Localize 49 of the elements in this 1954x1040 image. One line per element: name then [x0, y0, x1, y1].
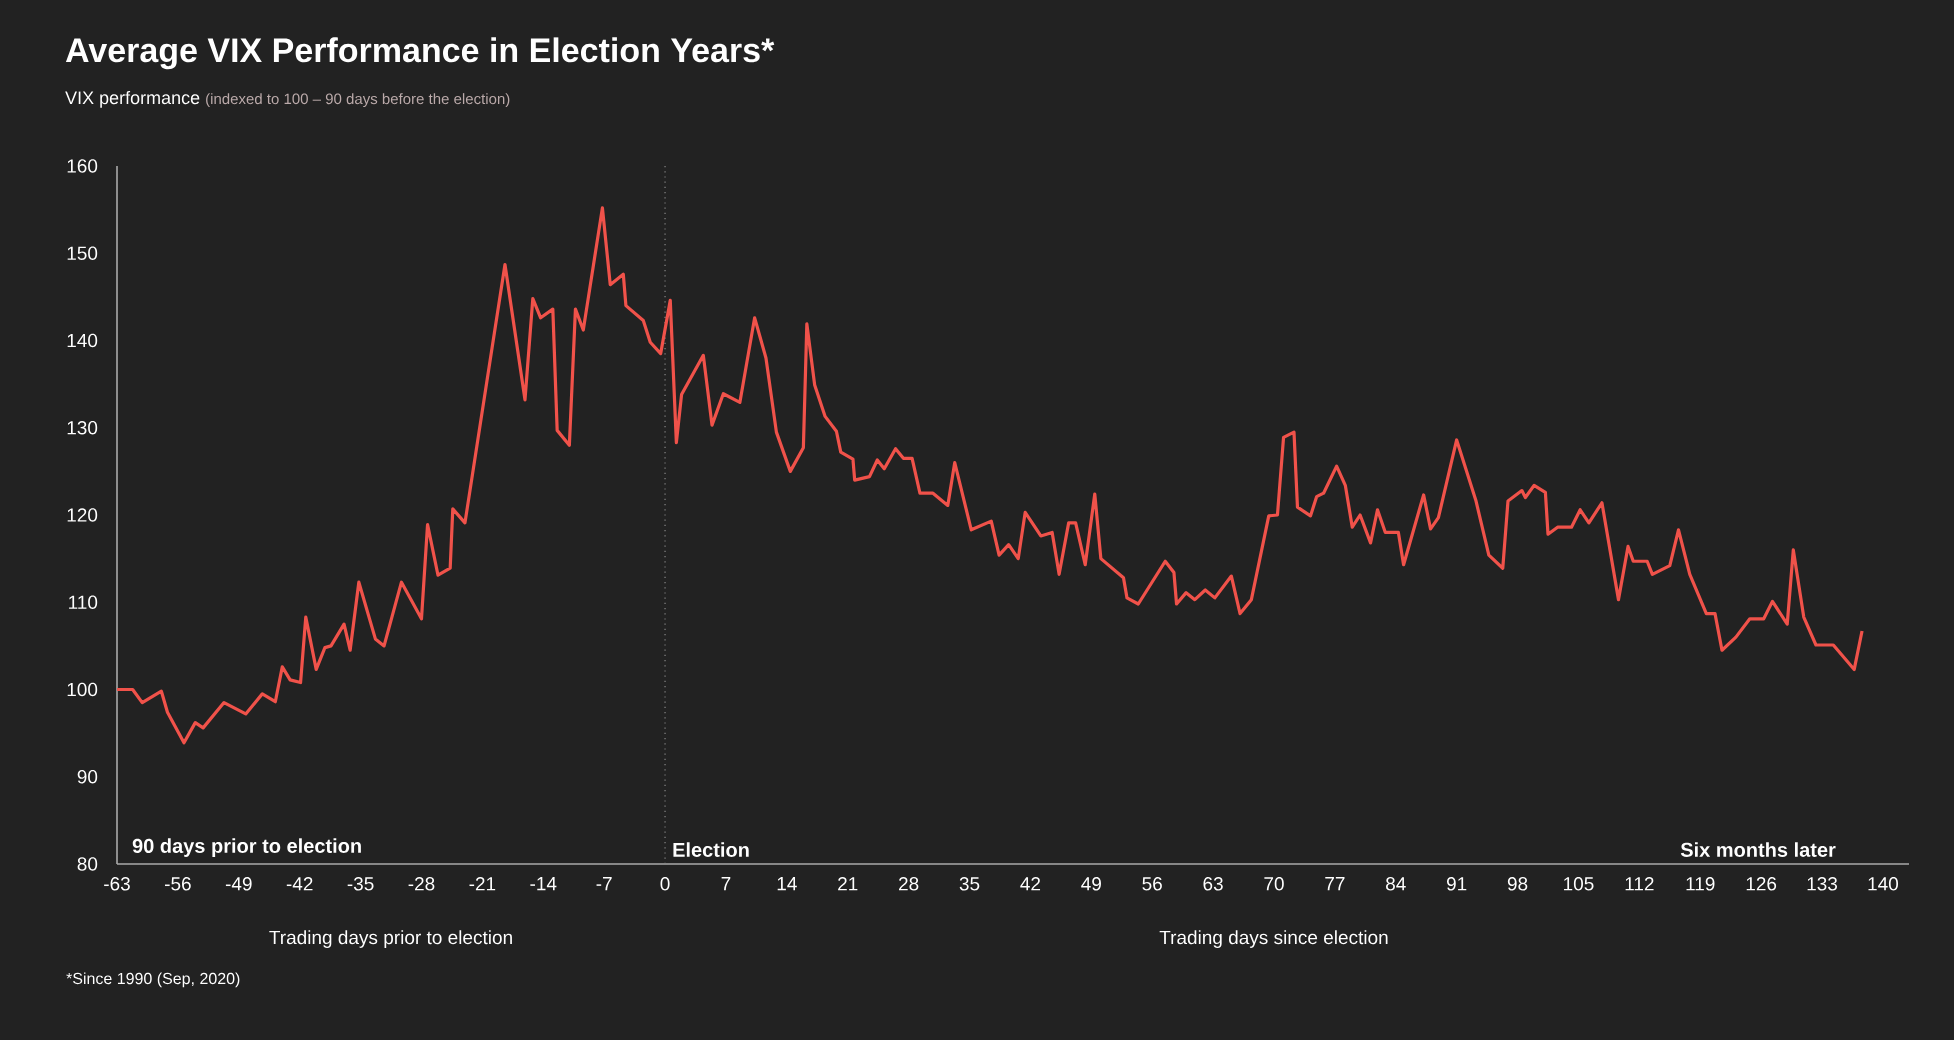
y-tick-label: 160 [67, 159, 98, 173]
y-tick-label: 100 [67, 682, 98, 697]
y-tick-label: 120 [67, 508, 98, 522]
x-tick-label: 119 [1686, 877, 1715, 891]
line-series [115, 206, 1864, 745]
x-tick-label: 112 [1625, 877, 1654, 891]
x-tick-label: -49 [225, 877, 252, 891]
x-tick-label: 84 [1386, 877, 1406, 891]
x-tick-label: 0 [660, 877, 670, 891]
y-tick-label: 130 [67, 421, 98, 435]
text: Trading days since election [1159, 930, 1388, 948]
x-tick-label: -21 [469, 877, 496, 891]
ref-line-label: Election [673, 842, 749, 857]
x-tick-label: 56 [1142, 877, 1162, 891]
x-tick-label: 7 [721, 877, 731, 891]
x-tick-label: -35 [347, 877, 374, 891]
x-tick-label: -28 [408, 877, 435, 891]
y-tick-label: 90 [77, 770, 98, 784]
x-tick-label: 49 [1081, 877, 1101, 891]
x-tick-label: 140 [1868, 877, 1899, 891]
x-tick-label: 14 [777, 877, 797, 891]
x-tick-label: 91 [1446, 877, 1467, 891]
chart-subtitle: (indexed to 100 – 90 days before the election) [206, 93, 510, 108]
annotation: Six months later [1680, 842, 1836, 857]
x-tick-label: -14 [530, 877, 557, 891]
x-tick-label: -42 [286, 877, 313, 891]
x-tick-label: -63 [104, 877, 130, 891]
x-tick-label: 63 [1203, 877, 1223, 891]
x-tick-label: -7 [596, 877, 612, 891]
x-tick-label: 126 [1746, 877, 1777, 891]
y-tick-label: 140 [67, 333, 98, 348]
x-tick-label: 77 [1325, 877, 1345, 891]
x-tick-label: 98 [1507, 877, 1528, 891]
x-tick-label: -56 [165, 877, 191, 891]
y-tick-label: 110 [69, 595, 98, 609]
text: *Since 1990 (Sep, 2020) [66, 972, 240, 988]
x-tick-label: 28 [898, 877, 919, 891]
x-tick-label: 42 [1020, 877, 1041, 891]
x-tick-label: 105 [1564, 877, 1594, 891]
y-tick-label: 150 [67, 246, 98, 260]
x-tick-label: 21 [838, 877, 858, 891]
chart-title: Average VIX Performance in Election Years* [65, 37, 775, 70]
x-tick-label: 35 [959, 877, 980, 891]
text: Trading days prior to election [269, 930, 512, 948]
y-axis-title: VIX performance [65, 90, 200, 108]
y-tick-label: 80 [77, 857, 98, 871]
annotation: 90 days prior to election [132, 838, 361, 857]
x-tick-label: 70 [1264, 877, 1284, 891]
x-tick-label: 133 [1807, 877, 1838, 891]
